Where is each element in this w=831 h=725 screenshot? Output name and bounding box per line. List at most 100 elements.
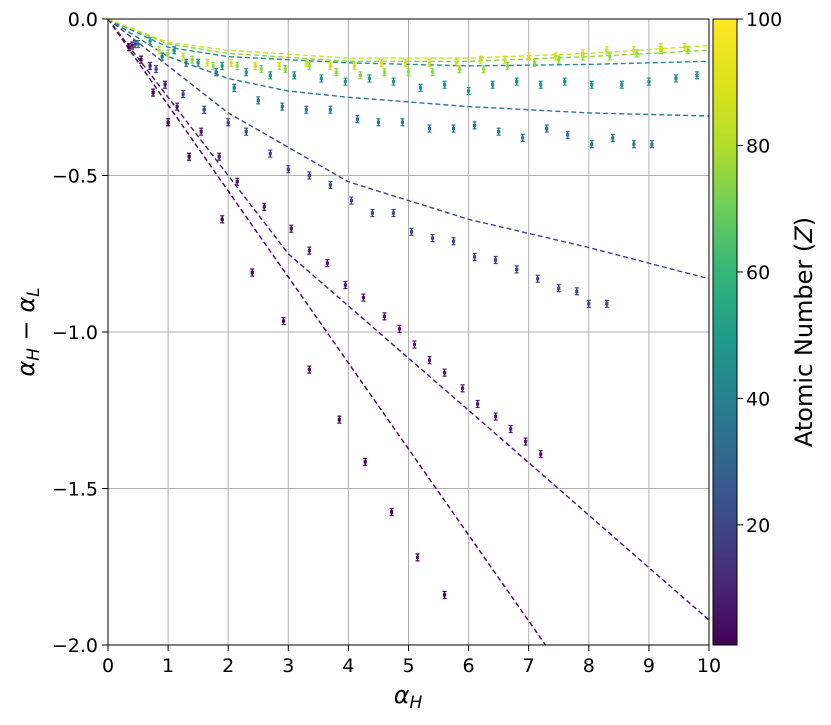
fit-line-z14 bbox=[107, 18, 710, 280]
data-point bbox=[430, 234, 435, 243]
data-point bbox=[649, 140, 654, 149]
data-point bbox=[460, 384, 465, 393]
data-point bbox=[451, 237, 456, 246]
data-point bbox=[490, 80, 495, 89]
data-point bbox=[328, 180, 333, 189]
data-point bbox=[532, 58, 537, 67]
x-axis-ticks: 0 1 2 3 4 5 6 7 8 9 10 bbox=[102, 645, 721, 677]
data-point bbox=[325, 259, 330, 268]
data-point bbox=[538, 80, 543, 89]
fit-lines bbox=[107, 18, 710, 646]
data-point bbox=[472, 252, 477, 261]
data-point bbox=[604, 299, 609, 308]
data-point bbox=[211, 61, 216, 71]
fit-line-z29 bbox=[107, 18, 710, 117]
data-point bbox=[307, 246, 312, 255]
data-point bbox=[634, 49, 639, 58]
data-point bbox=[406, 68, 411, 77]
data-point bbox=[127, 43, 132, 52]
data-point bbox=[382, 68, 387, 77]
data-point bbox=[442, 368, 447, 377]
data-point bbox=[250, 268, 255, 277]
data-point bbox=[535, 274, 540, 283]
data-point bbox=[685, 46, 690, 55]
data-point bbox=[544, 124, 549, 133]
data-point bbox=[370, 208, 375, 218]
data-point bbox=[253, 61, 258, 71]
data-point bbox=[619, 80, 624, 89]
data-point bbox=[607, 52, 612, 61]
data-point bbox=[235, 61, 240, 71]
data-point bbox=[553, 52, 558, 61]
x-tick-label: 5 bbox=[402, 655, 414, 677]
data-point bbox=[337, 415, 342, 424]
data-point bbox=[196, 58, 201, 67]
data-point bbox=[631, 140, 636, 149]
data-point bbox=[673, 74, 678, 83]
data-point bbox=[304, 105, 309, 114]
data-point bbox=[589, 80, 594, 89]
grid-lines bbox=[107, 18, 710, 646]
data-point bbox=[400, 118, 405, 127]
colorbar-tick-label: 20 bbox=[746, 515, 770, 537]
data-point bbox=[157, 46, 162, 55]
data-point bbox=[418, 83, 423, 92]
data-point bbox=[472, 121, 477, 130]
y-axis-ticks: 0.0 −0.5 −1.0 −1.5 −2.0 bbox=[52, 9, 108, 657]
data-point bbox=[343, 280, 348, 290]
data-points bbox=[127, 36, 699, 600]
data-point bbox=[229, 58, 234, 67]
data-point bbox=[343, 77, 348, 86]
data-point bbox=[409, 227, 414, 236]
data-point bbox=[166, 118, 171, 127]
data-point bbox=[427, 356, 432, 365]
data-point bbox=[363, 457, 368, 466]
data-point bbox=[166, 49, 171, 58]
y-tick-label: 0.0 bbox=[68, 9, 98, 31]
y-tick-label: −2.0 bbox=[52, 635, 98, 657]
data-point bbox=[538, 449, 543, 459]
data-point bbox=[412, 340, 417, 349]
colorbar bbox=[712, 18, 738, 646]
data-point bbox=[286, 165, 291, 174]
y-tick-label: −1.5 bbox=[52, 479, 98, 501]
data-point bbox=[631, 46, 636, 55]
data-point bbox=[226, 118, 231, 127]
data-point bbox=[283, 64, 288, 74]
data-point bbox=[397, 324, 402, 333]
data-point bbox=[496, 127, 501, 136]
data-point bbox=[220, 61, 225, 71]
x-tick-label: 9 bbox=[643, 655, 655, 677]
data-point bbox=[172, 46, 177, 55]
data-point bbox=[277, 61, 282, 71]
data-point bbox=[646, 77, 651, 86]
x-tick-label: 2 bbox=[222, 655, 234, 677]
data-point bbox=[403, 58, 408, 67]
data-point bbox=[163, 80, 168, 89]
data-point bbox=[556, 284, 561, 293]
data-point bbox=[244, 127, 249, 136]
data-point bbox=[610, 133, 615, 143]
data-point bbox=[187, 152, 192, 161]
data-point bbox=[281, 316, 286, 326]
data-point bbox=[556, 55, 561, 64]
data-point bbox=[130, 41, 135, 50]
data-point bbox=[220, 215, 225, 224]
x-tick-label: 3 bbox=[282, 655, 294, 677]
x-tick-label: 4 bbox=[342, 655, 354, 677]
data-point bbox=[379, 58, 384, 67]
data-point bbox=[505, 61, 510, 71]
data-point bbox=[382, 312, 387, 321]
data-point bbox=[481, 64, 486, 74]
data-point bbox=[280, 102, 285, 111]
x-axis-label: αH bbox=[394, 681, 423, 713]
data-point bbox=[262, 202, 267, 211]
fit-line-z5 bbox=[107, 18, 710, 621]
data-point bbox=[307, 171, 312, 180]
x-tick-label: 10 bbox=[697, 655, 721, 677]
data-point bbox=[391, 208, 396, 218]
data-point bbox=[304, 58, 309, 67]
data-point bbox=[442, 590, 447, 600]
